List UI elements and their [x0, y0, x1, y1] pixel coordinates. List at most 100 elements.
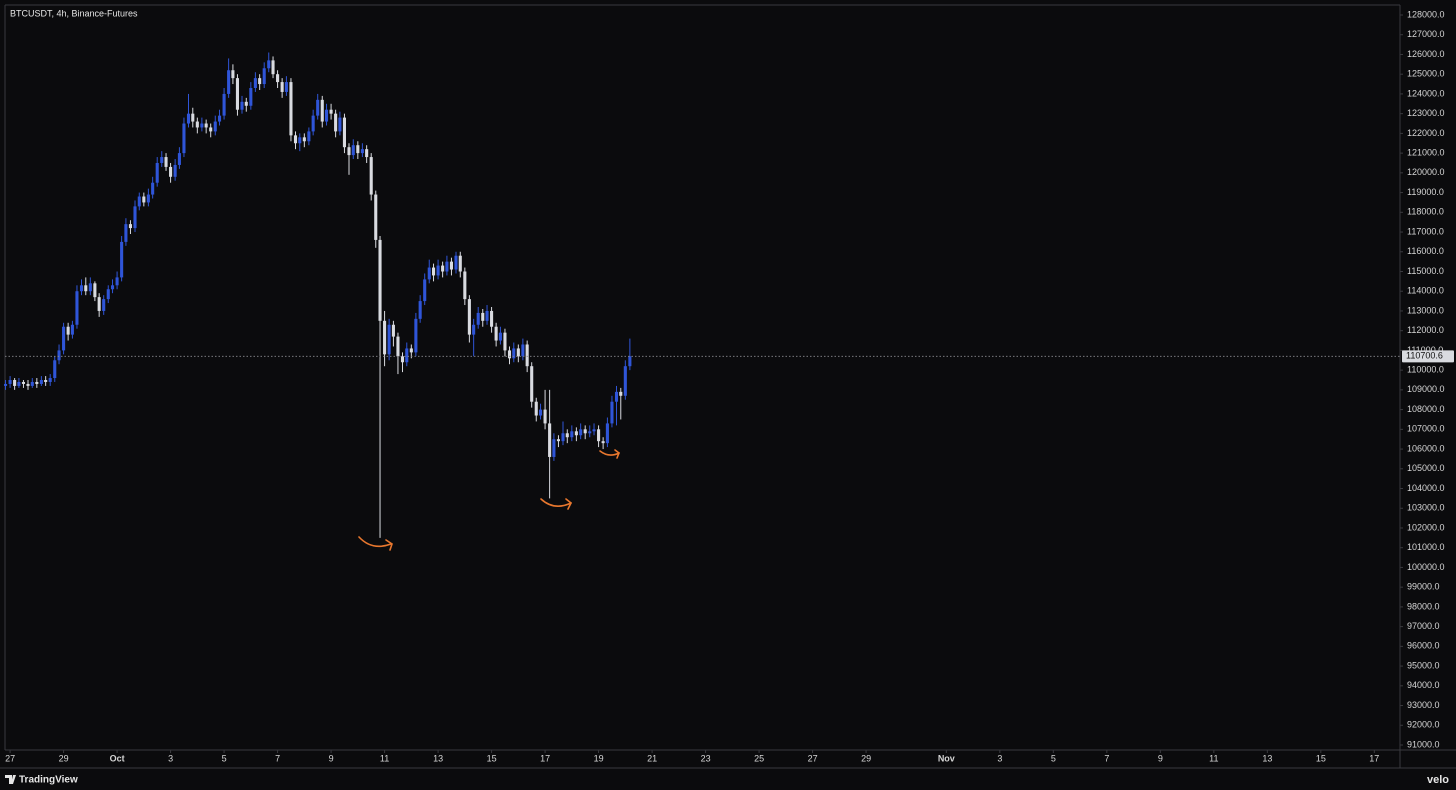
y-tick-label: 99000.0	[1407, 582, 1440, 592]
candle-body	[262, 68, 266, 85]
candle-body	[360, 149, 364, 154]
candle-body	[293, 135, 298, 144]
source-text: velo	[1427, 774, 1449, 786]
candle-body	[463, 271, 467, 300]
candle-body	[409, 348, 413, 353]
candle-body	[400, 356, 405, 363]
candle-body	[583, 429, 587, 434]
candle-body	[556, 439, 560, 442]
candle-body	[62, 326, 66, 351]
candle-body	[347, 147, 351, 156]
y-tick-label: 105000.0	[1407, 463, 1445, 473]
candle-body	[231, 70, 235, 79]
candle-body	[84, 285, 88, 292]
x-tick-label: 23	[701, 753, 711, 763]
candle-body	[53, 360, 57, 379]
candle-body	[39, 380, 43, 384]
y-tick-label: 110000.0	[1407, 365, 1444, 375]
candle-body	[490, 310, 494, 327]
candle-body	[441, 265, 445, 272]
candle-body	[472, 324, 476, 335]
candle-body	[57, 350, 61, 361]
candle-body	[93, 283, 97, 298]
x-tick-label: 27	[5, 753, 15, 763]
y-tick-label: 95000.0	[1407, 660, 1440, 670]
candle-body	[195, 121, 199, 128]
candle-body	[374, 194, 378, 240]
y-tick-label: 112000.0	[1407, 325, 1444, 335]
candle-body	[525, 344, 529, 367]
candle-body	[276, 74, 280, 83]
annotations	[358, 449, 620, 551]
x-tick-label: Nov	[938, 753, 955, 763]
y-tick-label: 94000.0	[1407, 680, 1440, 690]
x-tick-label: 29	[861, 753, 871, 763]
tradingview-logo: TradingView	[5, 775, 78, 786]
candle-body	[128, 224, 133, 229]
candle-body	[298, 137, 302, 144]
candle-body	[601, 441, 605, 444]
candle-body	[334, 113, 338, 132]
candle-body	[284, 82, 288, 92]
candle-body	[476, 312, 480, 325]
x-tick-label: 15	[487, 753, 497, 763]
y-tick-label: 126000.0	[1407, 49, 1445, 59]
candle-body	[570, 431, 574, 438]
candle-body	[120, 241, 124, 278]
candle-body	[391, 324, 395, 337]
candle-body	[427, 267, 431, 280]
y-tick-label: 107000.0	[1407, 424, 1445, 434]
y-tick-label: 115000.0	[1407, 266, 1444, 276]
candle-body	[458, 255, 462, 272]
candle-body	[356, 145, 360, 154]
candle-body	[538, 409, 543, 416]
x-tick-label: 29	[59, 753, 69, 763]
candle-body	[13, 380, 17, 386]
y-tick-label: 98000.0	[1407, 601, 1440, 611]
candle-body	[623, 366, 627, 396]
candle-body	[619, 391, 623, 396]
candle-body	[498, 332, 502, 341]
candle-body	[521, 344, 525, 357]
candle-body	[249, 88, 253, 106]
candle-body	[574, 431, 578, 436]
candle-body	[597, 429, 601, 442]
x-tick-label: 21	[647, 753, 657, 763]
x-tick-label: 9	[1158, 753, 1163, 763]
candle-body	[369, 157, 373, 195]
candle-body	[324, 109, 329, 122]
candle-body	[592, 429, 596, 432]
candle-body	[579, 429, 583, 436]
y-tick-label: 104000.0	[1407, 483, 1445, 493]
candle-body	[543, 409, 547, 424]
y-tick-label: 109000.0	[1407, 384, 1445, 394]
y-tick-label: 111000.0	[1407, 345, 1443, 355]
candle-body	[240, 101, 244, 110]
candle-body	[124, 224, 128, 242]
candle-body	[173, 164, 177, 177]
x-tick-label: 19	[594, 753, 604, 763]
candle-body	[155, 162, 159, 183]
candle-body	[342, 117, 347, 148]
candle-body	[289, 82, 293, 136]
candle-body	[186, 113, 191, 124]
y-tick-label: 106000.0	[1407, 443, 1445, 453]
candle-body	[530, 366, 534, 402]
candle-body	[115, 277, 119, 286]
x-tick-label: 7	[275, 753, 280, 763]
candle-body	[316, 99, 320, 116]
y-tick-label: 122000.0	[1407, 128, 1445, 138]
candle-body	[302, 137, 306, 142]
candle-body	[449, 261, 453, 270]
candle-body	[244, 101, 248, 106]
candle-body	[110, 285, 115, 290]
y-tick-label: 118000.0	[1407, 207, 1444, 217]
y-tick-label: 123000.0	[1407, 108, 1445, 118]
x-tick-label: 13	[1262, 753, 1272, 763]
candle-body	[516, 348, 520, 357]
candle-body	[414, 318, 418, 353]
y-tick-label: 100000.0	[1407, 562, 1445, 572]
y-tick-label: 101000.0	[1407, 542, 1445, 552]
y-tick-label: 116000.0	[1407, 246, 1444, 256]
